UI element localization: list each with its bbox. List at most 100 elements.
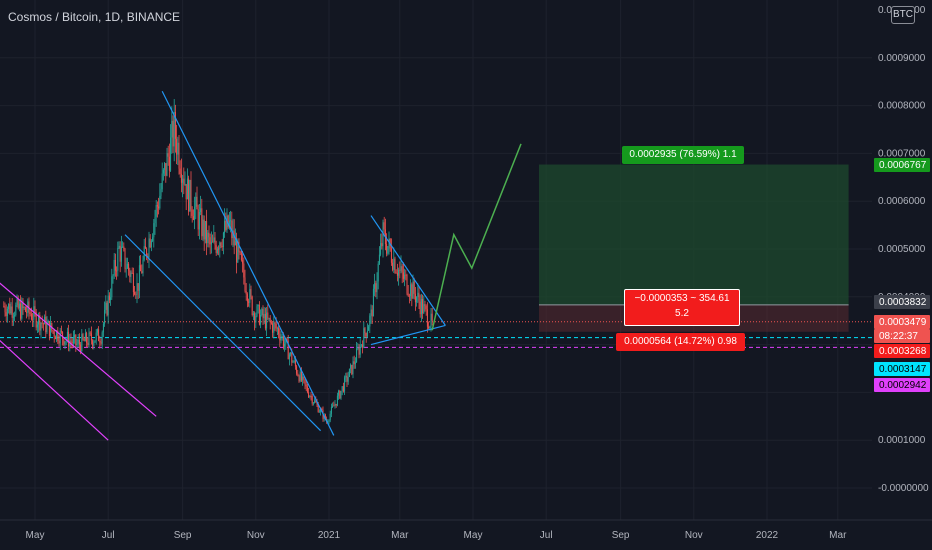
candle-body: [29, 312, 31, 315]
candle-body: [257, 304, 259, 307]
candle-body: [107, 295, 109, 316]
time-axis[interactable]: May Jul Sep Nov 2021 Mar May Jul Sep Nov 2022 Mar: [0, 519, 932, 550]
candle-body: [36, 324, 38, 328]
candle-body: [102, 323, 104, 333]
candle-body: [314, 400, 316, 403]
candle-body: [308, 392, 310, 397]
trendline: [0, 339, 109, 441]
candle-body: [178, 142, 180, 169]
candle-body: [230, 220, 232, 222]
candle-body: [371, 309, 373, 317]
candle-body: [376, 281, 378, 293]
candle-body: [291, 352, 293, 363]
candle-body: [418, 292, 420, 302]
candle-body: [333, 405, 335, 407]
candle-body: [159, 195, 161, 209]
trendline: [370, 324, 446, 346]
price-axis[interactable]: 0.00100000.00090000.00080000.00070000.00…: [872, 0, 932, 550]
candle-body: [255, 315, 257, 323]
candle-body: [405, 274, 407, 276]
target-label: 0.0002935 (76.59%) 1.1: [622, 146, 744, 164]
candle-body: [192, 216, 194, 220]
candle-body: [8, 303, 10, 310]
candle-body: [179, 168, 181, 174]
candle-body: [290, 352, 292, 355]
candle-body: [34, 306, 36, 312]
time-axis-bg: [0, 520, 932, 550]
candle-body: [340, 390, 342, 399]
candle-body: [429, 326, 431, 329]
candle-body: [430, 313, 432, 327]
candle-body: [185, 184, 187, 200]
candle-body: [227, 215, 229, 228]
candle-body: [153, 223, 155, 238]
candle-body: [214, 237, 216, 246]
candle-body: [124, 248, 126, 269]
candle-body: [154, 216, 156, 224]
candle-body: [401, 266, 403, 273]
candle-body: [183, 178, 185, 185]
candle-body: [216, 248, 218, 253]
candle-body: [88, 332, 90, 346]
candle-body: [334, 403, 336, 406]
candle-body: [318, 411, 320, 413]
candle-body: [375, 283, 377, 293]
candle-body: [110, 297, 112, 301]
candle-body: [117, 247, 119, 271]
candle-body: [311, 396, 313, 404]
candle-body: [377, 263, 379, 282]
candle-body: [399, 269, 401, 271]
candle-body: [262, 308, 264, 319]
candle-body: [41, 322, 43, 324]
projection-line: [431, 143, 522, 331]
candle-body: [93, 342, 95, 346]
candle-body: [28, 301, 30, 313]
candle-body: [165, 163, 167, 176]
candle-body: [347, 376, 349, 382]
candle-body: [339, 390, 341, 399]
candle-body: [365, 332, 367, 337]
candle-body: [104, 309, 106, 324]
candle-body: [11, 306, 13, 318]
candle-body: [142, 259, 144, 274]
candle-body: [327, 421, 329, 423]
price-tick-label: 0.0009000: [878, 53, 926, 64]
candle-body: [244, 277, 246, 292]
candle-body: [342, 386, 344, 392]
symbol-title[interactable]: Cosmos / Bitcoin, 1D, BINANCE: [8, 10, 181, 24]
candle-body: [138, 265, 140, 291]
candle-body: [152, 237, 154, 241]
candle-body: [172, 120, 174, 147]
candle-body: [6, 309, 8, 316]
candle-body: [194, 206, 196, 220]
candle-body: [320, 409, 322, 412]
candles: [3, 99, 433, 425]
candle-body: [346, 375, 348, 382]
candle-body: [54, 336, 56, 340]
price-badge-label: 0.0002942: [879, 380, 927, 391]
candle-body: [168, 156, 170, 171]
candle-body: [402, 272, 404, 279]
candle-body: [335, 403, 337, 406]
currency-badge[interactable]: BTC: [891, 6, 915, 24]
candle-body: [380, 243, 382, 255]
candle-body: [414, 293, 416, 303]
candle-body: [44, 316, 46, 325]
candle-body: [96, 329, 98, 333]
candle-body: [112, 275, 114, 277]
candle-body: [80, 344, 82, 351]
candle-body: [101, 332, 103, 344]
candle-body: [32, 319, 34, 321]
candle-body: [202, 219, 204, 237]
candle-body: [258, 304, 260, 325]
candle-body: [383, 222, 385, 230]
price-badge-label: 0.0003832: [879, 297, 927, 308]
candle-body: [357, 348, 359, 349]
candle-body: [282, 335, 284, 347]
price-badge: [874, 344, 930, 358]
candle-body: [239, 251, 241, 253]
candle-body: [148, 238, 150, 258]
candle-body: [359, 344, 361, 355]
candle-body: [200, 208, 202, 213]
